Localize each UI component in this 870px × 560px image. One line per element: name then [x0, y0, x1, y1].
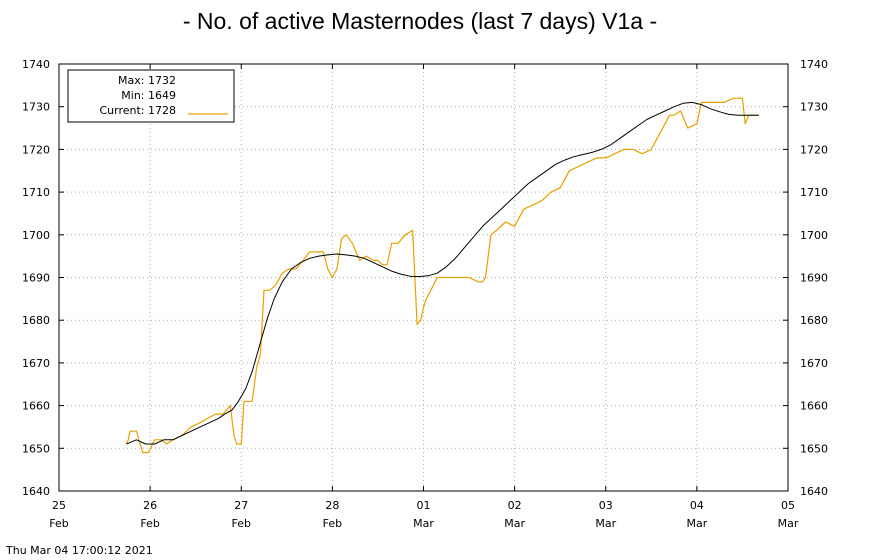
legend-value: 1728 — [145, 104, 177, 117]
x-axis: 25 Feb 26 Feb 27 Feb 28 Feb 01 Mar 02 Mar 03 Mar 04 Mar… — [49, 64, 799, 530]
footer-timestamp: Thu Mar 04 17:00:12 2021 — [5, 544, 153, 557]
y-tick-label-left: 1670 — [22, 357, 50, 370]
legend-label: Min: — [121, 89, 144, 102]
y-tick-label-left: 1680 — [22, 314, 50, 327]
x-tick-label-month: Feb — [323, 517, 342, 530]
y-axis-right: 1640 1650 1660 1670 1680 1690 1700 1710 1720 1730… — [783, 58, 828, 498]
legend-entry: Max: 1732 — [118, 74, 176, 87]
y-tick-label-left: 1690 — [22, 272, 50, 285]
y-tick-label-right: 1690 — [800, 272, 828, 285]
y-tick-label-right: 1660 — [800, 400, 828, 413]
x-tick-label-day: 03 — [599, 499, 613, 512]
x-tick-label-day: 28 — [325, 499, 339, 512]
x-tick-label-day: 04 — [690, 499, 704, 512]
series-line-trend — [126, 101, 759, 445]
y-tick-label-right: 1670 — [800, 357, 828, 370]
x-tick-label-day: 02 — [508, 499, 522, 512]
y-tick-label-right: 1720 — [800, 143, 828, 156]
y-tick-label-left: 1660 — [22, 400, 50, 413]
series-line-current — [125, 97, 759, 454]
y-tick-label-right: 1700 — [800, 229, 828, 242]
x-tick-label-month: Mar — [595, 517, 616, 530]
y-tick-label-left: 1740 — [22, 58, 50, 71]
y-tick-label-right: 1640 — [800, 485, 828, 498]
y-tick-label-left: 1650 — [22, 442, 50, 455]
y-tick-label-right: 1650 — [800, 442, 828, 455]
x-tick-label-day: 26 — [143, 499, 157, 512]
y-tick-label-right: 1730 — [800, 101, 828, 114]
y-axis-left: 1640 1650 1660 1670 1680 1690 1700 1710 1720 1730… — [22, 58, 64, 498]
x-tick-label-month: Feb — [140, 517, 159, 530]
x-tick-label-day: 01 — [417, 499, 431, 512]
series — [125, 97, 759, 454]
legend-value: 1732 — [145, 74, 177, 87]
x-tick-label-month: Feb — [49, 517, 68, 530]
grid — [59, 64, 788, 491]
legend-label: Current: — [99, 104, 144, 117]
chart-title: - No. of active Masternodes (last 7 days… — [183, 8, 657, 34]
y-tick-label-right: 1710 — [800, 186, 828, 199]
y-tick-label-left: 1640 — [22, 485, 50, 498]
y-tick-label-left: 1700 — [22, 229, 50, 242]
y-tick-label-right: 1680 — [800, 314, 828, 327]
y-tick-label-right: 1740 — [800, 58, 828, 71]
y-tick-label-left: 1720 — [22, 143, 50, 156]
legend-entry: Min: 1649 — [121, 89, 176, 102]
legend-entry: Current: 1728 — [99, 104, 176, 117]
legend-box — [67, 69, 235, 123]
x-tick-label-day: 25 — [52, 499, 66, 512]
x-tick-label-month: Mar — [686, 517, 707, 530]
x-tick-label-month: Mar — [504, 517, 525, 530]
y-tick-label-left: 1730 — [22, 101, 50, 114]
x-tick-label-month: Feb — [232, 517, 251, 530]
legend-label: Max: — [118, 74, 144, 87]
x-tick-label-month: Mar — [413, 517, 434, 530]
x-tick-label-day: 27 — [234, 499, 248, 512]
x-tick-label-month: Mar — [778, 517, 799, 530]
y-tick-label-left: 1710 — [22, 186, 50, 199]
legend-value: 1649 — [145, 89, 177, 102]
x-tick-label-day: 05 — [781, 499, 795, 512]
